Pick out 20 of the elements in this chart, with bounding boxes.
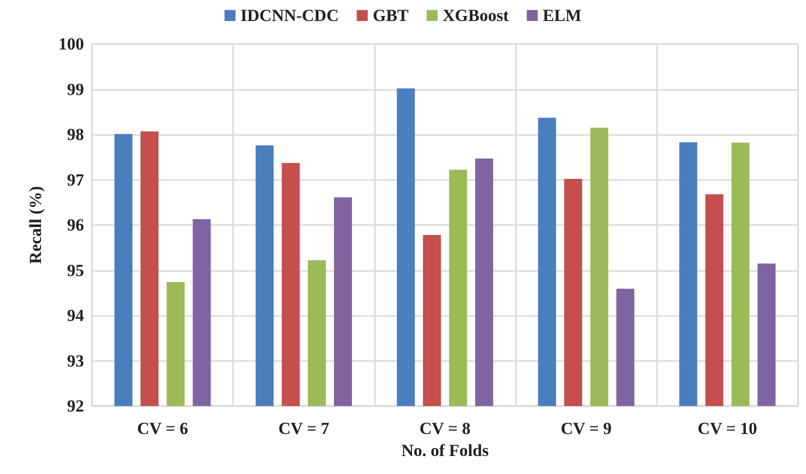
legend-label: GBT — [372, 6, 410, 25]
legend-label: ELM — [542, 6, 582, 25]
y-tick-label: 94 — [67, 306, 84, 325]
x-axis-title: No. of Folds — [401, 441, 490, 460]
y-tick-label: 96 — [67, 216, 84, 234]
y-tick-label: 93 — [67, 351, 84, 370]
y-tick-label: 99 — [67, 80, 84, 99]
y-tick-label: 95 — [67, 260, 84, 280]
x-tick-label: CV = 9 — [560, 419, 612, 438]
legend-label: IDCNN-CDC — [240, 6, 339, 25]
x-tick-label: CV = 7 — [278, 419, 330, 438]
y-tick-label: 100 — [58, 34, 84, 54]
y-tick-label: 97 — [67, 170, 84, 190]
y-tick-label: 92 — [67, 396, 84, 416]
y-axis-title: Recall (%) — [26, 186, 45, 264]
x-tick-label: CV = 10 — [698, 419, 758, 438]
y-tick-label: 98 — [67, 125, 84, 144]
x-tick-label: CV = 8 — [420, 419, 470, 438]
x-tick-label: CV = 6 — [137, 419, 188, 438]
legend-label: XGBoost — [442, 6, 510, 25]
